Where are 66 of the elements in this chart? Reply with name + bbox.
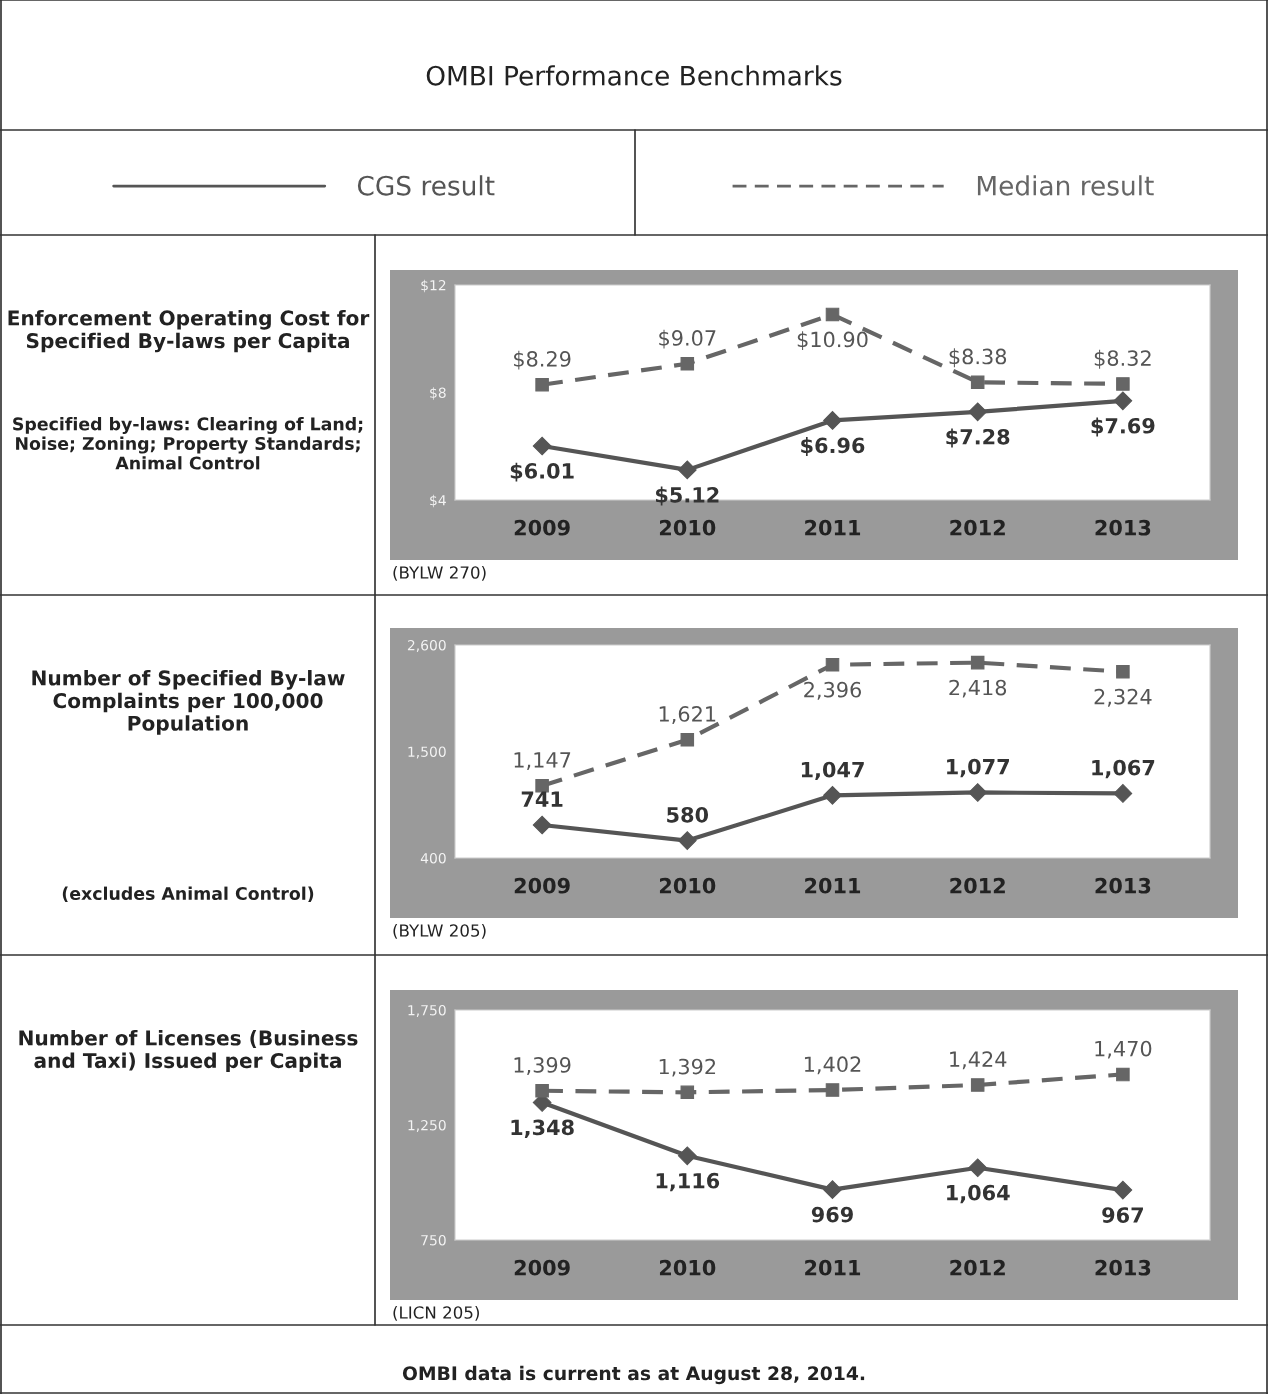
text: OMBI Performance Benchmarks: [426, 65, 842, 86]
data-label: 1,064: [947, 1184, 1010, 1204]
x-tick-label: 2010: [659, 877, 716, 894]
text: CGS result: [357, 175, 495, 196]
y-tick-label: $12: [421, 279, 446, 293]
x-tick-label: 2010: [659, 519, 716, 536]
data-label: $7.28: [946, 428, 1010, 448]
x-tick-label: 2009: [514, 1259, 570, 1276]
data-label: $9.07: [659, 329, 716, 349]
data-label: $8.29: [514, 350, 571, 370]
data-label: $7.69: [1091, 417, 1155, 437]
x-tick-label: 2011: [805, 1259, 861, 1276]
x-tick-label: 2009: [514, 877, 570, 894]
y-tick-label: $4: [430, 494, 446, 508]
text: Specified by-laws: Clearing of Land; Noise; Zoning; Property Standards; Animal Control: [13, 417, 363, 470]
y-tick-label: 2,600: [407, 639, 446, 652]
data-label: 1,470: [1095, 1040, 1152, 1059]
data-label: 1,348: [511, 1119, 574, 1138]
data-label: 580: [667, 806, 709, 823]
x-tick-label: 2011: [805, 877, 861, 894]
x-tick-label: 2013: [1095, 519, 1151, 536]
data-label: 1,116: [656, 1172, 720, 1192]
x-tick-label: 2012: [950, 1259, 1005, 1276]
data-label: 1,077: [947, 758, 1009, 778]
data-label: 1,047: [801, 761, 864, 781]
data-label: $8.38: [949, 348, 1007, 368]
x-tick-label: 2012: [950, 519, 1005, 536]
x-tick-label: 2009: [514, 519, 570, 536]
text: (BYLW 270): [393, 565, 486, 581]
text: Median result: [977, 175, 1154, 196]
data-label: 1,147: [514, 752, 571, 770]
text: (BYLW 205): [393, 923, 486, 939]
y-tick-label: 1,500: [408, 746, 446, 759]
data-label: 1,392: [659, 1058, 716, 1077]
x-tick-label: 2013: [1095, 1259, 1151, 1276]
text: Number of Specified By-law Complaints per 100,000 Population: [32, 670, 345, 735]
data-label: 741: [521, 791, 563, 807]
data-label: $6.01: [510, 462, 574, 482]
data-label: 967: [1102, 1207, 1143, 1223]
y-tick-label: 750: [421, 1234, 446, 1246]
data-label: 1,402: [804, 1056, 861, 1075]
y-tick-label: $8: [430, 387, 446, 400]
x-tick-label: 2010: [659, 1259, 716, 1276]
text: Enforcement Operating Cost for Specified By-laws per Capita: [8, 310, 370, 353]
data-label: 1,424: [950, 1051, 1007, 1070]
text: (LICN 205): [393, 1305, 479, 1321]
y-tick-label: 400: [420, 852, 446, 864]
text: (excludes Animal Control): [62, 886, 314, 903]
data-label: $6.96: [801, 437, 865, 457]
data-label: 1,621: [659, 706, 716, 724]
data-label: 969: [811, 1206, 853, 1223]
text: Number of Licenses (Business and Taxi) Issued per Capita: [19, 1030, 358, 1073]
text: OMBI data is current as at August 28, 2014.: [402, 1365, 865, 1385]
data-label: 2,396: [804, 681, 862, 700]
data-label: 2,418: [949, 679, 1007, 698]
data-label: 2,324: [1094, 688, 1152, 707]
x-tick-label: 2013: [1095, 877, 1151, 894]
y-tick-label: 1,250: [408, 1119, 446, 1132]
y-tick-label: 1,750: [408, 1004, 446, 1017]
x-tick-label: 2012: [950, 877, 1005, 894]
data-label: 1,067: [1092, 759, 1155, 779]
data-label: 1,399: [514, 1057, 571, 1075]
data-label: $10.90: [797, 331, 868, 351]
data-label: $8.32: [1094, 349, 1151, 369]
data-label: $5.12: [655, 486, 719, 506]
x-tick-label: 2011: [805, 519, 861, 536]
